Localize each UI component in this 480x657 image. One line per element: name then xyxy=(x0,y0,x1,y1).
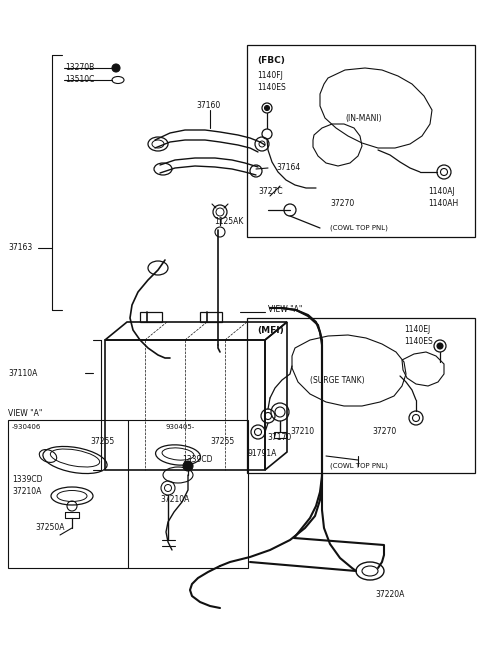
Text: 1140FJ: 1140FJ xyxy=(257,72,283,81)
Bar xyxy=(200,312,222,322)
Circle shape xyxy=(437,343,443,349)
Text: 13510C: 13510C xyxy=(65,76,95,85)
Text: (MFI): (MFI) xyxy=(257,325,284,334)
Bar xyxy=(247,45,475,237)
Text: 91791A: 91791A xyxy=(248,449,277,459)
Text: 37210: 37210 xyxy=(290,428,314,436)
Bar xyxy=(247,318,475,473)
Text: 1140ES: 1140ES xyxy=(257,83,286,93)
Text: 37160: 37160 xyxy=(196,101,220,110)
Text: (COWL TOP PNL): (COWL TOP PNL) xyxy=(330,463,388,469)
Text: 37164: 37164 xyxy=(276,164,300,173)
Text: VIEW "A": VIEW "A" xyxy=(268,306,302,315)
Text: 37210A: 37210A xyxy=(160,495,190,505)
Bar xyxy=(105,340,265,470)
Text: 3727C: 3727C xyxy=(258,187,283,196)
Text: 37210A: 37210A xyxy=(12,487,41,497)
Text: 930405-: 930405- xyxy=(165,424,194,430)
Text: 37255: 37255 xyxy=(210,436,234,445)
Bar xyxy=(8,420,248,568)
Text: (IN-MANI): (IN-MANI) xyxy=(345,114,382,122)
Bar xyxy=(274,432,286,438)
Text: (SURGE TANK): (SURGE TANK) xyxy=(310,376,365,384)
Text: -930406: -930406 xyxy=(12,424,41,430)
Circle shape xyxy=(183,461,193,471)
Text: 37250A: 37250A xyxy=(35,522,64,532)
Text: 37270: 37270 xyxy=(372,428,396,436)
Text: 37220A: 37220A xyxy=(375,590,405,599)
Circle shape xyxy=(112,64,120,72)
Text: 37255: 37255 xyxy=(90,436,114,445)
Text: VIEW "A": VIEW "A" xyxy=(8,409,42,417)
Text: 37163: 37163 xyxy=(8,244,32,252)
Text: 1339CD: 1339CD xyxy=(12,474,43,484)
Text: (FBC): (FBC) xyxy=(257,55,285,64)
Text: 1339CD: 1339CD xyxy=(182,455,213,464)
Text: 1140AJ: 1140AJ xyxy=(428,187,455,196)
Text: 1140ES: 1140ES xyxy=(404,338,433,346)
Text: 37110A: 37110A xyxy=(8,369,37,378)
Text: 1140AH: 1140AH xyxy=(428,200,458,208)
Circle shape xyxy=(264,106,269,110)
Bar xyxy=(140,312,162,322)
Text: 13270B: 13270B xyxy=(65,64,94,72)
Text: 37270: 37270 xyxy=(330,200,354,208)
Text: 1125AK: 1125AK xyxy=(214,217,243,227)
Text: (COWL TOP PNL): (COWL TOP PNL) xyxy=(330,225,388,231)
Text: 1140EJ: 1140EJ xyxy=(404,325,430,334)
Text: 37170: 37170 xyxy=(268,434,292,443)
